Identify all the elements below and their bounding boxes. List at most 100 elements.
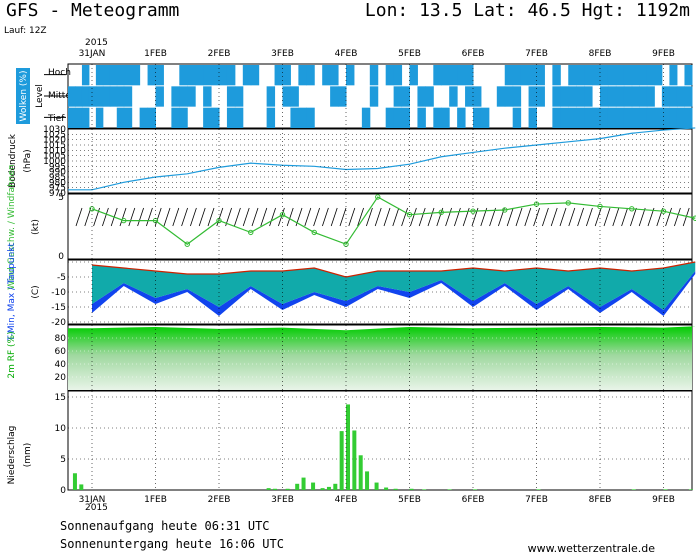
temp-tick-label: -20 xyxy=(51,318,66,328)
wind-barb xyxy=(348,207,356,227)
wind-speed-point xyxy=(406,212,413,218)
cloud-block xyxy=(385,65,395,86)
cloud-block xyxy=(661,107,670,128)
cloud-block xyxy=(654,107,663,128)
wind-barb xyxy=(577,207,584,227)
cloud-block xyxy=(631,107,640,128)
cloud-block xyxy=(560,86,569,107)
cloud-block xyxy=(346,65,355,86)
temp-ylabel: T-Min, Max / Taupunkt xyxy=(7,243,17,343)
cloud-block xyxy=(81,107,90,128)
wind-barb xyxy=(612,207,620,227)
cloud-block xyxy=(330,86,339,107)
precip-bar xyxy=(311,482,316,490)
wind-barb xyxy=(383,207,391,227)
cloud-block xyxy=(639,107,648,128)
wind-speed-point xyxy=(279,212,286,218)
wind-barb xyxy=(339,207,347,227)
dewpoint-area xyxy=(92,262,696,310)
cloud-block xyxy=(242,65,252,86)
precip-bar xyxy=(536,489,541,490)
cloud-block xyxy=(266,107,276,128)
wind-barb xyxy=(330,207,338,227)
date-tick-label: 9FEB xyxy=(652,495,675,505)
wind-ylabel: Wind Geschw. / Windfahnen xyxy=(7,164,17,289)
precip-tick-label: 10 xyxy=(55,424,67,434)
cloud-block xyxy=(187,86,196,107)
date-tick-label: 31JAN xyxy=(79,495,106,505)
wind-barb xyxy=(190,207,197,227)
cloud-block xyxy=(179,65,188,86)
cloud-block xyxy=(131,65,141,86)
cloud-block xyxy=(669,107,678,128)
cloud-block xyxy=(457,107,466,128)
precip-bar xyxy=(320,488,325,490)
precip-bar xyxy=(631,489,636,490)
wind-speed-point xyxy=(502,207,508,213)
year-label-bottom: 2015 xyxy=(85,503,108,513)
cloud-block xyxy=(338,86,347,107)
wind-barb xyxy=(172,207,180,227)
cloud-block xyxy=(88,86,97,107)
cloud-block xyxy=(116,65,125,86)
cloud-block xyxy=(600,65,609,86)
precip-bar xyxy=(409,488,414,490)
cloud-block xyxy=(322,65,331,86)
date-tick-label: 6FEB xyxy=(462,49,485,59)
cloud-block xyxy=(676,86,685,107)
cloud-block xyxy=(401,86,410,107)
precip-bar xyxy=(301,477,306,490)
cloud-block xyxy=(568,86,577,107)
wind-speed-line xyxy=(91,196,696,245)
precip-tick-label: 15 xyxy=(55,393,66,403)
cloud-block xyxy=(425,86,434,107)
cloud-block xyxy=(102,65,111,86)
wind-speed-point xyxy=(565,200,571,206)
cloud-block xyxy=(401,107,410,128)
precip-bar xyxy=(358,455,363,490)
wind-barb xyxy=(665,207,672,227)
cloud-block xyxy=(369,65,379,86)
cloud-block xyxy=(528,65,537,86)
cloud-block xyxy=(123,65,133,86)
pressure-tick-label: 1015 xyxy=(43,141,66,151)
cloud-block xyxy=(623,65,633,86)
cloud-block xyxy=(250,65,260,86)
cloud-block xyxy=(457,65,466,86)
cloud-block xyxy=(211,65,220,86)
wind-barb xyxy=(84,207,92,227)
precip-bar xyxy=(272,488,277,490)
cloud-block xyxy=(155,65,164,86)
precip-bar xyxy=(393,488,398,490)
precip-bar xyxy=(339,431,344,490)
rh-tick-label: 20 xyxy=(55,373,67,383)
wind-barb xyxy=(630,207,637,227)
cloud-block xyxy=(234,107,244,128)
wind-barb xyxy=(533,207,540,227)
wind-barb xyxy=(251,207,259,227)
cloud-block xyxy=(576,65,585,86)
cloud-block xyxy=(552,86,561,107)
cloud-block xyxy=(433,65,442,86)
precip-bar xyxy=(326,486,331,490)
cloud-block xyxy=(639,86,648,107)
wind-tick-label: 5 xyxy=(58,193,64,203)
wind-barb xyxy=(445,207,452,227)
cloud-block xyxy=(669,65,678,86)
tmin-area xyxy=(92,271,696,316)
wind-speed-point xyxy=(629,206,635,212)
date-tick-label: 7FEB xyxy=(525,49,548,59)
cloud-block xyxy=(568,107,577,128)
cloud-block xyxy=(219,65,228,86)
precip-bar xyxy=(72,473,77,490)
wind-barb xyxy=(234,207,241,227)
temp-tick-label: -10 xyxy=(51,288,66,298)
pressure-tick-label: 970 xyxy=(49,189,66,199)
date-tick-label: 3FEB xyxy=(271,49,294,59)
cloud-block xyxy=(552,107,561,128)
cloud-block xyxy=(68,86,76,107)
cloud-block xyxy=(155,86,164,107)
cloud-block xyxy=(282,65,291,86)
date-tick-label: 1FEB xyxy=(144,495,167,505)
cloud-block xyxy=(393,65,403,86)
